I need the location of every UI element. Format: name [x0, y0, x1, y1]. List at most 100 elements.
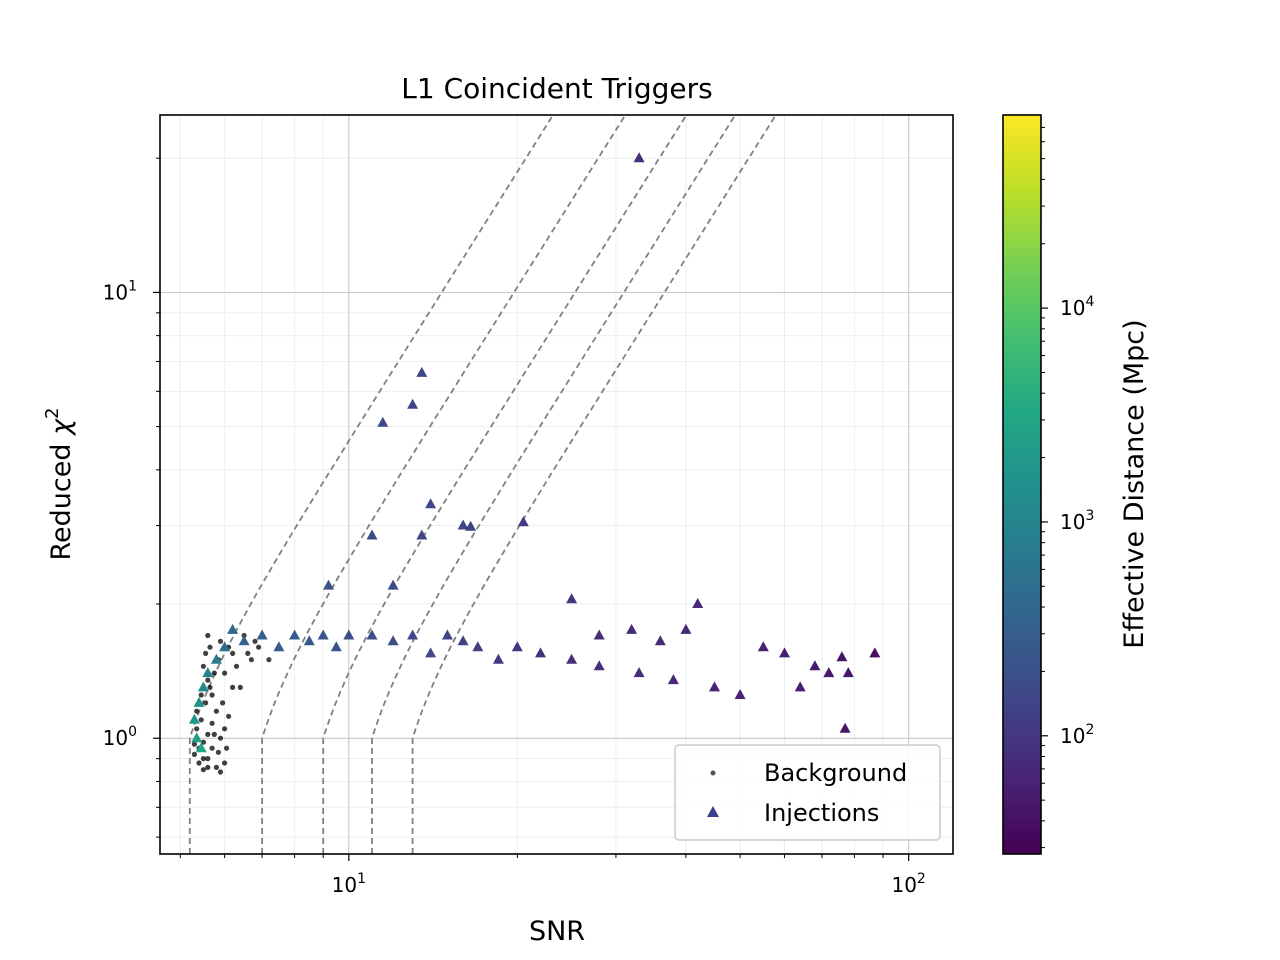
injection-point — [535, 647, 546, 658]
injection-point — [626, 623, 638, 634]
injection-point — [227, 623, 239, 634]
background-point — [230, 650, 236, 657]
background-point — [200, 767, 206, 773]
injection-point — [416, 529, 428, 540]
background-point — [205, 756, 211, 762]
injection-point — [377, 416, 389, 427]
injection-point — [387, 579, 399, 590]
injection-point — [195, 742, 207, 753]
injection-point — [492, 653, 504, 664]
threshold-curves — [188, 115, 777, 854]
injection-point — [425, 647, 437, 658]
chart-title: L1 Coincident Triggers — [401, 72, 712, 105]
injection-point — [210, 653, 222, 664]
injection-point — [465, 520, 477, 531]
y-axis-label-superscript: 2 — [42, 407, 63, 418]
background-point — [200, 756, 206, 762]
x-tick-label: 101 — [332, 871, 366, 897]
colorbar-label: Effective Distance (Mpc) — [1119, 319, 1150, 648]
injection-point — [407, 398, 419, 409]
injection-point — [197, 681, 209, 692]
injection-point — [343, 629, 355, 640]
background-point — [213, 708, 219, 714]
background-point — [217, 638, 224, 644]
background-point — [191, 751, 197, 758]
background-point — [198, 717, 204, 723]
background-point — [200, 739, 206, 745]
background-point — [224, 745, 230, 751]
background-point — [222, 760, 228, 766]
y-axis-label-symbol: χ — [46, 418, 77, 437]
injection-point — [193, 696, 205, 707]
background-point — [215, 749, 221, 755]
legend-background-label: Background — [764, 759, 907, 787]
background-point — [194, 726, 200, 732]
background-point — [205, 677, 211, 683]
background-point — [205, 764, 211, 771]
injection-point — [317, 629, 329, 640]
minor-grid — [160, 115, 953, 854]
injection-point — [387, 635, 399, 646]
injection-point — [256, 629, 268, 640]
injection-point — [869, 647, 881, 658]
threshold-curve — [371, 115, 737, 854]
legend-box — [674, 744, 941, 841]
colorbar-tick-label: 102 — [1060, 722, 1094, 748]
background-point — [245, 650, 251, 657]
background-point — [205, 632, 211, 639]
background-point — [222, 670, 228, 676]
background-point — [217, 735, 224, 741]
plot-area — [160, 115, 953, 854]
colorbar: 102 103 104 — [1002, 114, 1094, 855]
background-point — [203, 650, 209, 657]
injection-point — [667, 674, 679, 685]
injection-point — [842, 667, 854, 678]
legend-injections-marker — [707, 806, 719, 817]
injection-point — [757, 641, 769, 652]
injection-point — [366, 529, 378, 540]
injection-point — [219, 641, 231, 652]
x-tick-label: 102 — [891, 871, 925, 897]
injection-point — [823, 667, 835, 678]
injection-point — [654, 635, 666, 646]
plot-frame — [159, 114, 954, 855]
background-point — [209, 720, 215, 726]
legend-injections-label: Injections — [764, 799, 879, 827]
background-point — [233, 663, 240, 669]
injection-point — [188, 713, 200, 724]
colorbar-tick-label: 103 — [1060, 508, 1094, 534]
major-grid — [160, 115, 953, 854]
y-axis-label-text: Reduced — [46, 435, 77, 561]
injection-point — [330, 641, 342, 652]
injection-point — [566, 653, 578, 664]
injection-point — [511, 641, 523, 652]
background-point — [237, 684, 243, 691]
injection-point — [836, 651, 848, 662]
x-axis: 101 102 — [179, 854, 926, 897]
injection-point — [191, 732, 203, 743]
injection-point — [794, 681, 806, 692]
injection-point — [593, 629, 605, 640]
injection-point — [709, 681, 720, 692]
x-axis-label: SNR — [529, 916, 585, 947]
background-point — [207, 644, 213, 650]
injection-point — [633, 667, 645, 678]
plot-background — [160, 115, 953, 854]
threshold-curve — [261, 115, 627, 854]
legend-background-marker — [710, 770, 716, 776]
background-point — [203, 700, 209, 706]
background-point — [200, 663, 206, 669]
background-point — [230, 684, 236, 691]
injection-point — [517, 516, 529, 527]
injection-point — [416, 366, 428, 377]
injection-point — [779, 647, 790, 658]
colorbar-tick-label: 104 — [1060, 294, 1094, 320]
injection-point — [633, 152, 645, 163]
injection-point — [680, 623, 692, 634]
injection-point — [566, 593, 578, 604]
background-point — [207, 684, 213, 691]
injection-point — [593, 660, 605, 671]
threshold-curve — [322, 115, 688, 854]
y-axis: 100 101 — [103, 157, 160, 838]
